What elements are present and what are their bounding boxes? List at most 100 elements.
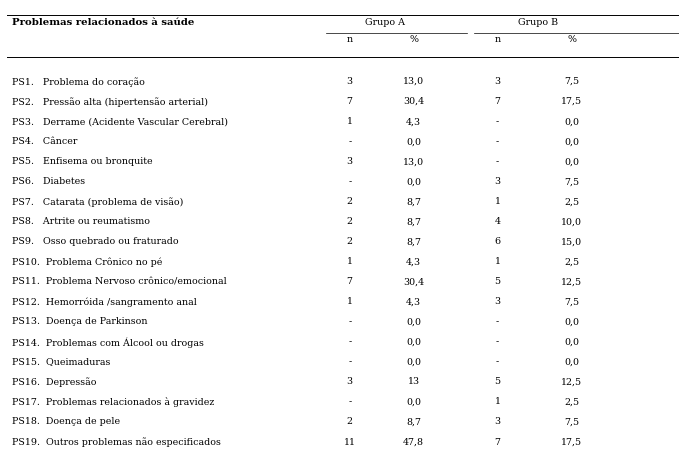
Text: 7: 7 <box>495 437 501 446</box>
Text: 13: 13 <box>407 378 420 387</box>
Text: 8,7: 8,7 <box>406 418 421 427</box>
Text: 0,0: 0,0 <box>564 317 579 326</box>
Text: 0,0: 0,0 <box>406 397 421 406</box>
Text: PS16.  Depressão: PS16. Depressão <box>12 378 97 387</box>
Text: PS12.  Hemorróida /sangramento anal: PS12. Hemorróida /sangramento anal <box>12 297 197 307</box>
Text: PS14.  Problemas com Álcool ou drogas: PS14. Problemas com Álcool ou drogas <box>12 337 204 348</box>
Text: 0,0: 0,0 <box>564 337 579 347</box>
Text: 3: 3 <box>346 77 353 86</box>
Text: -: - <box>496 337 499 347</box>
Text: 2: 2 <box>346 197 353 206</box>
Text: 30,4: 30,4 <box>403 277 424 286</box>
Text: 10,0: 10,0 <box>561 217 582 226</box>
Text: -: - <box>348 357 351 366</box>
Text: PS13.  Doença de Parkinson: PS13. Doença de Parkinson <box>12 317 147 326</box>
Text: 3: 3 <box>495 77 501 86</box>
Text: -: - <box>496 117 499 126</box>
Text: PS15.  Queimaduras: PS15. Queimaduras <box>12 357 110 366</box>
Text: 8,7: 8,7 <box>406 238 421 247</box>
Text: -: - <box>348 337 351 347</box>
Text: 5: 5 <box>495 378 501 387</box>
Text: PS7.   Catarata (problema de visão): PS7. Catarata (problema de visão) <box>12 197 184 207</box>
Text: 1: 1 <box>495 397 501 406</box>
Text: 1: 1 <box>495 257 501 266</box>
Text: 4: 4 <box>495 217 501 226</box>
Text: 2,5: 2,5 <box>564 197 579 206</box>
Text: 7: 7 <box>346 97 353 106</box>
Text: 2,5: 2,5 <box>564 257 579 266</box>
Text: 3: 3 <box>346 157 353 166</box>
Text: 3: 3 <box>495 177 501 186</box>
Text: PS8.   Artrite ou reumatismo: PS8. Artrite ou reumatismo <box>12 217 150 226</box>
Text: 1: 1 <box>346 117 353 126</box>
Text: Problemas relacionados à saúde: Problemas relacionados à saúde <box>12 18 195 26</box>
Text: 12,5: 12,5 <box>561 378 582 387</box>
Text: -: - <box>496 357 499 366</box>
Text: 0,0: 0,0 <box>564 137 579 146</box>
Text: n: n <box>346 35 353 44</box>
Text: PS6.   Diabetes: PS6. Diabetes <box>12 177 85 186</box>
Text: 3: 3 <box>495 297 501 306</box>
Text: 8,7: 8,7 <box>406 197 421 206</box>
Text: 13,0: 13,0 <box>403 77 424 86</box>
Text: 1: 1 <box>346 257 353 266</box>
Text: 7,5: 7,5 <box>564 77 579 86</box>
Text: 1: 1 <box>495 197 501 206</box>
Text: Grupo B: Grupo B <box>518 18 558 26</box>
Text: 8,7: 8,7 <box>406 217 421 226</box>
Text: 1: 1 <box>346 297 353 306</box>
Text: 0,0: 0,0 <box>406 177 421 186</box>
Text: -: - <box>348 397 351 406</box>
Text: 4,3: 4,3 <box>406 297 421 306</box>
Text: n: n <box>495 35 501 44</box>
Text: 2: 2 <box>346 418 353 427</box>
Text: -: - <box>348 137 351 146</box>
Text: PS4.   Câncer: PS4. Câncer <box>12 137 78 146</box>
Text: PS1.   Problema do coração: PS1. Problema do coração <box>12 77 145 87</box>
Text: PS18.  Doença de pele: PS18. Doença de pele <box>12 418 120 427</box>
Text: 0,0: 0,0 <box>406 337 421 347</box>
Text: 12,5: 12,5 <box>561 277 582 286</box>
Text: -: - <box>496 317 499 326</box>
Text: 7,5: 7,5 <box>564 418 579 427</box>
Text: 0,0: 0,0 <box>406 317 421 326</box>
Text: 0,0: 0,0 <box>564 117 579 126</box>
Text: 6: 6 <box>495 238 501 247</box>
Text: 17,5: 17,5 <box>561 97 582 106</box>
Text: PS11.  Problema Nervoso crônico/emocional: PS11. Problema Nervoso crônico/emocional <box>12 277 227 286</box>
Text: PS9.   Osso quebrado ou fraturado: PS9. Osso quebrado ou fraturado <box>12 238 179 247</box>
Text: 30,4: 30,4 <box>403 97 424 106</box>
Text: 7,5: 7,5 <box>564 177 579 186</box>
Text: 13,0: 13,0 <box>403 157 424 166</box>
Text: 7: 7 <box>495 97 501 106</box>
Text: PS3.   Derrame (Acidente Vascular Cerebral): PS3. Derrame (Acidente Vascular Cerebral… <box>12 117 228 126</box>
Text: 2,5: 2,5 <box>564 397 579 406</box>
Text: Grupo A: Grupo A <box>365 18 405 26</box>
Text: 7,5: 7,5 <box>564 297 579 306</box>
Text: PS19.  Outros problemas não especificados: PS19. Outros problemas não especificados <box>12 437 221 447</box>
Text: -: - <box>496 157 499 166</box>
Text: %: % <box>567 35 576 44</box>
Text: -: - <box>496 137 499 146</box>
Text: PS2.   Pressão alta (hipertensão arterial): PS2. Pressão alta (hipertensão arterial) <box>12 97 209 107</box>
Text: 3: 3 <box>346 378 353 387</box>
Text: 0,0: 0,0 <box>564 357 579 366</box>
Text: 0,0: 0,0 <box>564 157 579 166</box>
Text: 7: 7 <box>346 277 353 286</box>
Text: PS5.   Enfisema ou bronquite: PS5. Enfisema ou bronquite <box>12 157 153 166</box>
Text: 2: 2 <box>346 217 353 226</box>
Text: 3: 3 <box>495 418 501 427</box>
Text: PS17.  Problemas relacionados à gravidez: PS17. Problemas relacionados à gravidez <box>12 397 215 407</box>
Text: PS10.  Problema Crônico no pé: PS10. Problema Crônico no pé <box>12 257 163 267</box>
Text: 17,5: 17,5 <box>561 437 582 446</box>
Text: 0,0: 0,0 <box>406 357 421 366</box>
Text: 11: 11 <box>344 437 356 446</box>
Text: 4,3: 4,3 <box>406 257 421 266</box>
Text: 2: 2 <box>346 238 353 247</box>
Text: 15,0: 15,0 <box>561 238 582 247</box>
Text: %: % <box>409 35 418 44</box>
Text: 47,8: 47,8 <box>403 437 424 446</box>
Text: -: - <box>348 317 351 326</box>
Text: 4,3: 4,3 <box>406 117 421 126</box>
Text: -: - <box>348 177 351 186</box>
